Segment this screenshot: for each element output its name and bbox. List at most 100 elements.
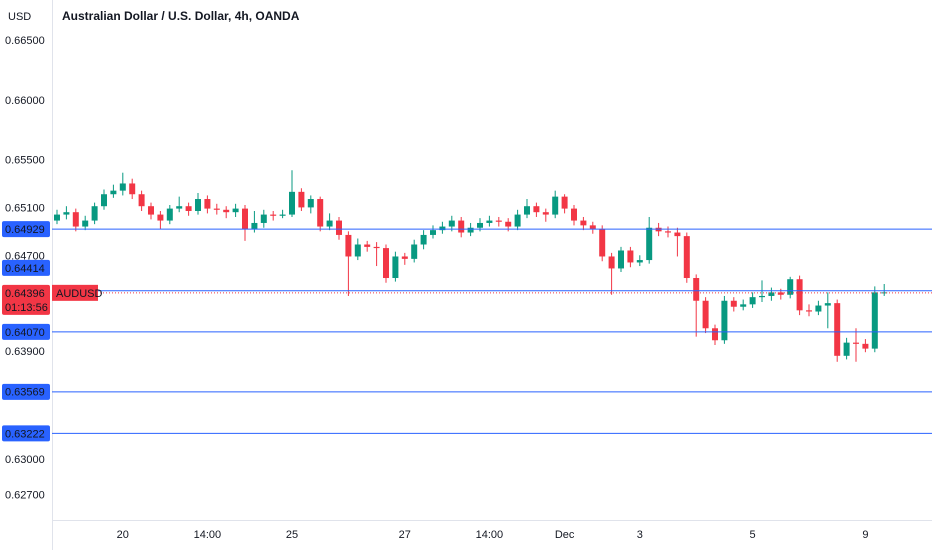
y-tick-label: 0.63000 <box>5 454 45 466</box>
x-tick-label: 14:00 <box>194 529 222 541</box>
x-tick-label: 14:00 <box>476 529 504 541</box>
candle-body <box>383 248 389 279</box>
candle-body <box>674 232 681 237</box>
candle-body <box>148 206 154 215</box>
x-tick-label: Dec <box>555 529 575 541</box>
x-tick-label: 27 <box>399 529 411 541</box>
candle-body <box>63 212 70 215</box>
x-tick-label: 25 <box>286 529 298 541</box>
candle-body <box>533 206 540 213</box>
candle-body <box>542 212 549 215</box>
candle-body <box>618 250 624 269</box>
candle-body <box>430 230 436 235</box>
candle-body <box>317 199 324 227</box>
candle-body <box>580 220 587 226</box>
candle-body <box>373 246 380 249</box>
x-tick-label: 20 <box>117 529 129 541</box>
candle-body <box>881 292 888 294</box>
candle-body <box>712 328 718 341</box>
candle-body <box>665 231 671 233</box>
candle-body <box>843 342 850 356</box>
last-price-badge <box>2 284 50 315</box>
candle-body <box>110 190 117 195</box>
candle-body <box>721 300 728 341</box>
candle-body <box>298 191 305 208</box>
candle-body <box>646 227 653 261</box>
price-line-label: 0.64070 <box>5 327 45 339</box>
candle-body <box>101 194 107 207</box>
candle-body <box>138 194 145 207</box>
candle-body <box>91 206 98 221</box>
candle-body <box>185 206 192 211</box>
candle-body <box>392 256 399 279</box>
candle-body <box>195 199 201 211</box>
candle-body <box>486 220 493 223</box>
candle-body <box>871 292 878 349</box>
candle-body <box>176 206 183 209</box>
y-tick-label: 0.65100 <box>5 203 45 215</box>
candle-body <box>458 220 465 233</box>
price-line-badge <box>2 259 50 276</box>
candle-body <box>862 343 869 349</box>
candle-body <box>448 220 455 227</box>
last-price-label: 0.64396 <box>5 288 45 300</box>
candle-body <box>232 208 239 213</box>
y-tick-label: 0.62700 <box>5 490 45 502</box>
candle-body <box>636 260 643 263</box>
price-line-label: 0.63569 <box>5 387 45 399</box>
candle-body <box>54 214 60 221</box>
price-line-label: 0.64414 <box>5 263 45 275</box>
price-line-badge <box>2 425 50 442</box>
candle-body <box>223 209 230 213</box>
candle-body <box>627 250 634 263</box>
candle-body <box>524 206 530 215</box>
candle-body <box>213 208 220 210</box>
candle-body <box>336 220 342 235</box>
candle-body <box>439 226 446 231</box>
candle-body <box>824 303 831 306</box>
price-line-badge <box>2 221 50 238</box>
plot-area <box>52 170 932 434</box>
candle-body <box>599 228 606 257</box>
price-line-badge <box>2 323 50 340</box>
candle-body <box>420 234 427 245</box>
candle-body <box>129 183 136 195</box>
candle-body <box>514 214 521 227</box>
x-tick-label: 3 <box>637 529 643 541</box>
price-line-label: 0.64929 <box>5 224 45 236</box>
candle-body <box>683 236 690 279</box>
y-tick-label: 0.63900 <box>5 346 45 358</box>
candle-body <box>326 220 333 227</box>
candle-body <box>589 225 596 229</box>
candle-body <box>307 199 314 208</box>
candle-body <box>787 279 794 295</box>
candle-body <box>411 244 418 259</box>
candle-body <box>157 214 164 221</box>
candle-body <box>777 292 784 295</box>
candle-body <box>270 214 277 216</box>
countdown-label: 01:13:56 <box>5 302 48 314</box>
symbol-badge <box>52 284 98 301</box>
candle-body <box>279 214 286 216</box>
y-tick-label: 0.64700 <box>5 250 45 262</box>
candle-body <box>759 295 765 298</box>
candle-body <box>571 208 577 221</box>
candle-body <box>693 278 700 301</box>
candle-body <box>730 300 737 307</box>
candle-body <box>72 212 79 227</box>
y-tick-label: 0.66500 <box>5 35 45 47</box>
candle-body <box>289 191 295 215</box>
price-line-badge <box>2 383 50 400</box>
candle-body <box>166 208 173 221</box>
candle-body <box>561 196 568 209</box>
candle-body <box>467 227 474 233</box>
candle-body <box>749 297 756 305</box>
candle-body <box>552 196 559 215</box>
symbol-label: AUDUSD <box>56 288 103 300</box>
chart-title: Australian Dollar / U.S. Dollar, 4h, OAN… <box>62 9 300 23</box>
candle-body <box>806 310 812 312</box>
price-line-label: 0.63222 <box>5 428 45 440</box>
